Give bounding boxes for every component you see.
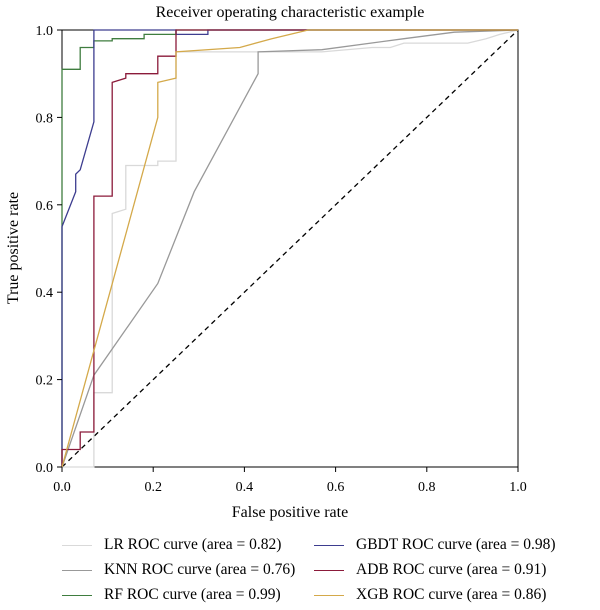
legend-item-rf: RF ROC curve (area = 0.99) [62,586,281,604]
y-tick-label: 0.4 [36,286,54,301]
legend-swatch [314,544,344,546]
legend-swatch [62,544,92,546]
series-line-xgb [61,29,518,468]
legend-item-knn: KNN ROC curve (area = 0.76) [62,561,295,579]
series-line-knn [61,29,519,468]
y-axis: 0.0 0.2 0.4 0.6 0.8 1.0 [36,24,62,476]
plot-area [61,29,519,468]
legend-label: KNN ROC curve (area = 0.76) [104,561,296,578]
legend-label: LR ROC curve (area = 0.82) [104,536,282,553]
legend-label: ADB ROC curve (area = 0.91) [356,561,547,578]
x-tick-label: 0.0 [53,480,71,495]
x-tick-label: 0.4 [236,480,254,495]
legend-item-gbdt: GBDT ROC curve (area = 0.98) [314,536,556,554]
x-tick-label: 0.8 [418,480,436,495]
x-axis: 0.0 0.2 0.4 0.6 0.8 1.0 [53,467,527,495]
chance-line [61,29,519,468]
legend-label: RF ROC curve (area = 0.99) [104,586,281,603]
series-line-gbdt [61,29,518,467]
y-tick-label: 0.6 [36,199,54,214]
y-tick-label: 1.0 [36,24,54,39]
legend-item-lr: LR ROC curve (area = 0.82) [62,536,281,554]
legend-swatch [62,569,92,571]
legend-swatch [314,594,344,596]
legend-swatch [62,594,92,596]
series-line-adb [61,29,518,467]
chart-title: Receiver operating characteristic exampl… [156,4,425,21]
legend-label: XGB ROC curve (area = 0.86) [356,586,547,603]
y-axis-label: True positive rate [5,192,22,304]
x-tick-label: 0.2 [144,480,162,495]
x-tick-label: 0.6 [327,480,345,495]
legend-item-adb: ADB ROC curve (area = 0.91) [314,561,546,579]
x-axis-label: False positive rate [232,504,348,521]
legend-label: GBDT ROC curve (area = 0.98) [356,536,556,553]
legend-swatch [314,569,344,571]
y-tick-label: 0.8 [36,111,54,126]
legend-item-xgb: XGB ROC curve (area = 0.86) [314,586,546,604]
x-tick-label: 1.0 [509,480,527,495]
y-tick-label: 0.0 [36,461,54,476]
y-tick-label: 0.2 [36,374,54,389]
